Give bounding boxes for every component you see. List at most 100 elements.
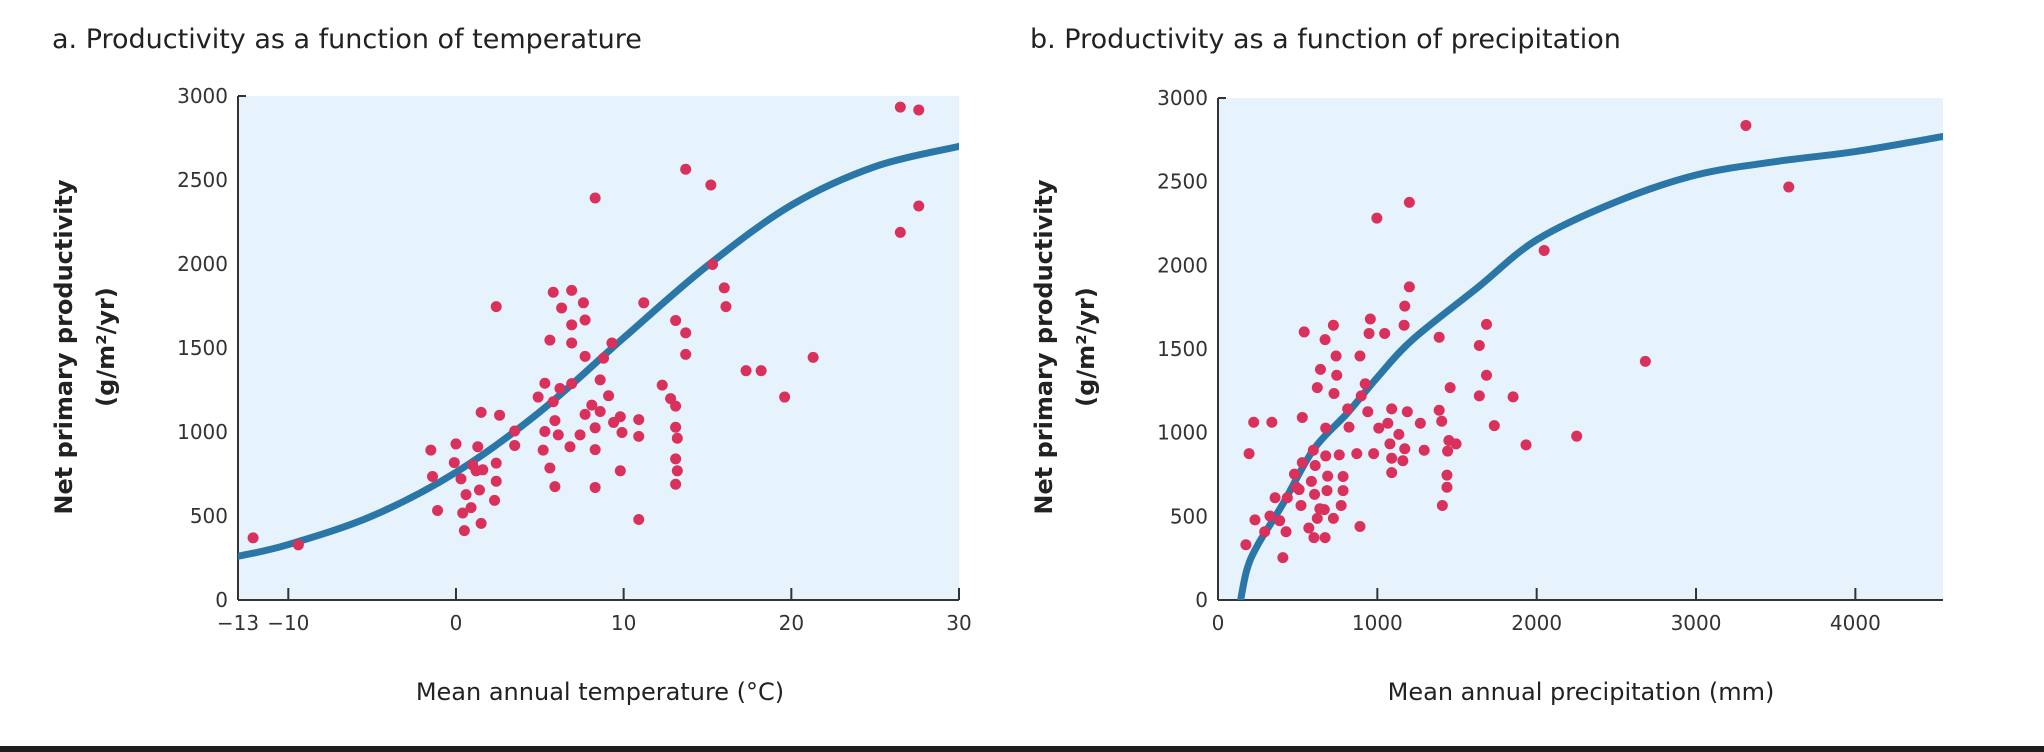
data-point bbox=[1249, 514, 1261, 526]
data-point bbox=[549, 481, 561, 493]
data-point bbox=[579, 314, 591, 326]
data-point bbox=[547, 286, 559, 298]
data-point bbox=[1311, 512, 1323, 524]
data-point bbox=[633, 514, 645, 526]
data-point bbox=[544, 334, 556, 346]
x-tick-label: 3000 bbox=[1671, 611, 1722, 635]
data-point bbox=[1740, 119, 1752, 131]
data-point bbox=[1441, 469, 1453, 481]
data-point bbox=[1359, 378, 1371, 390]
data-point bbox=[1386, 467, 1398, 479]
x-axis-label-a: Mean annual temperature (°C) bbox=[416, 678, 784, 706]
data-point bbox=[1386, 403, 1398, 415]
y-axis-unit-a: (g/m²/yr) bbox=[92, 287, 120, 407]
data-point bbox=[1322, 470, 1334, 482]
data-point bbox=[547, 396, 559, 408]
data-point bbox=[1330, 350, 1342, 362]
x-tick-label: 10 bbox=[611, 611, 636, 635]
data-point bbox=[1309, 459, 1321, 471]
data-point bbox=[490, 301, 502, 313]
data-point bbox=[1436, 415, 1448, 427]
data-point bbox=[532, 391, 544, 403]
data-point bbox=[458, 525, 470, 537]
data-point bbox=[606, 337, 618, 349]
data-point bbox=[705, 179, 717, 191]
data-point bbox=[894, 101, 906, 113]
data-point bbox=[574, 429, 586, 441]
data-point bbox=[1259, 526, 1271, 538]
data-point bbox=[1293, 484, 1305, 496]
data-point bbox=[1398, 319, 1410, 331]
data-point bbox=[671, 465, 683, 477]
data-point bbox=[1307, 444, 1319, 456]
data-point bbox=[1379, 327, 1391, 339]
y-axis-label-b: Net primary productivity bbox=[1030, 179, 1058, 515]
y-tick-label: 0 bbox=[215, 588, 228, 612]
data-point bbox=[1363, 327, 1375, 339]
data-point bbox=[1397, 455, 1409, 467]
data-point bbox=[680, 163, 692, 175]
data-point bbox=[489, 494, 501, 506]
y-tick-label: 500 bbox=[1170, 504, 1208, 528]
x-tick-label: 20 bbox=[779, 611, 804, 635]
x-tick-label: 1000 bbox=[1352, 611, 1403, 635]
y-tick-label: 0 bbox=[1195, 588, 1208, 612]
data-point bbox=[1393, 428, 1405, 440]
data-point bbox=[509, 439, 521, 451]
plot-area bbox=[1218, 98, 1943, 600]
data-point bbox=[1308, 532, 1320, 544]
data-point bbox=[1403, 281, 1415, 293]
data-point bbox=[1414, 417, 1426, 429]
data-point bbox=[1305, 475, 1317, 487]
x-tick-label: 2000 bbox=[1511, 611, 1562, 635]
data-point bbox=[554, 382, 566, 394]
chart-title-a: a. Productivity as a function of tempera… bbox=[52, 24, 642, 55]
data-point bbox=[1318, 504, 1330, 516]
data-point bbox=[589, 422, 601, 434]
y-tick-label: 1000 bbox=[177, 420, 228, 444]
data-point bbox=[1337, 471, 1349, 483]
data-point bbox=[1442, 445, 1454, 457]
data-point bbox=[1403, 196, 1415, 208]
x-tick-label: −10 bbox=[267, 611, 309, 635]
data-point bbox=[490, 475, 502, 487]
data-point bbox=[475, 406, 487, 418]
data-point bbox=[1295, 499, 1307, 511]
data-point bbox=[1269, 492, 1281, 504]
data-point bbox=[472, 441, 484, 453]
data-point bbox=[1327, 512, 1339, 524]
y-axis-label-a: Net primary productivity bbox=[50, 179, 78, 515]
data-point bbox=[1311, 382, 1323, 394]
data-point bbox=[718, 282, 730, 294]
x-tick-label: 0 bbox=[450, 611, 463, 635]
data-point bbox=[740, 365, 752, 377]
data-point bbox=[779, 391, 791, 403]
data-point bbox=[598, 352, 610, 364]
data-point bbox=[1441, 481, 1453, 493]
data-point bbox=[556, 302, 568, 314]
data-point bbox=[1335, 499, 1347, 511]
fit-curve bbox=[238, 142, 959, 560]
fit-curve bbox=[1237, 132, 1943, 600]
data-point bbox=[1384, 438, 1396, 450]
data-point bbox=[1280, 526, 1292, 538]
data-point bbox=[1337, 485, 1349, 497]
data-point bbox=[720, 301, 732, 313]
panel-precipitation: 0 500 1000 1500 2000 2500 3000 0 1000 2000 3000 400… bbox=[1030, 24, 1943, 706]
data-point bbox=[680, 348, 692, 360]
data-point bbox=[671, 432, 683, 444]
data-point bbox=[1298, 326, 1310, 338]
data-point bbox=[1248, 416, 1260, 428]
bottom-bar bbox=[0, 746, 2044, 752]
data-point bbox=[670, 400, 682, 412]
data-point bbox=[475, 517, 487, 529]
data-point bbox=[1362, 406, 1374, 418]
data-point bbox=[1321, 485, 1333, 497]
x-tick-label: 30 bbox=[946, 611, 971, 635]
data-point bbox=[1473, 390, 1485, 402]
data-point bbox=[1571, 430, 1583, 442]
data-point bbox=[566, 337, 578, 349]
data-point bbox=[1399, 443, 1411, 455]
data-point bbox=[614, 465, 626, 477]
